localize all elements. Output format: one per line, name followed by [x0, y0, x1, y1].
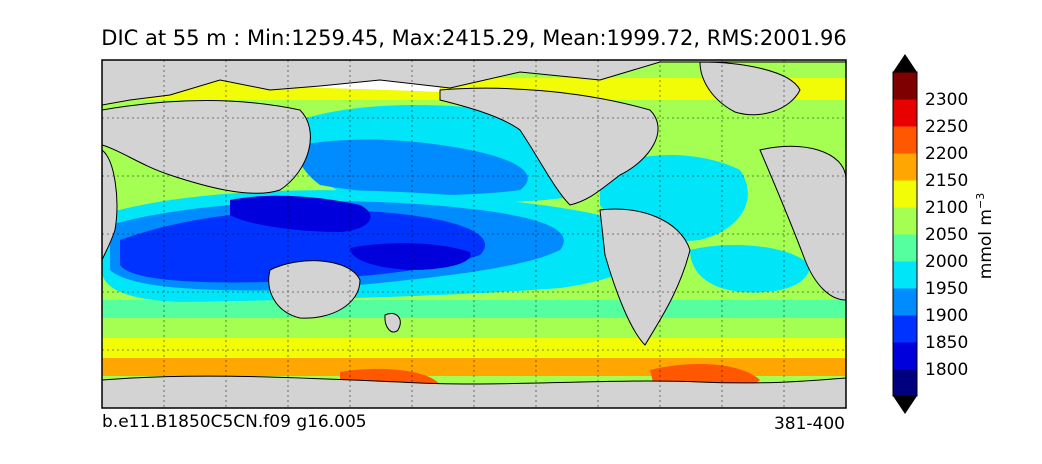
land-greenland — [699, 61, 801, 116]
colorbar-tick-label: 2300 — [925, 90, 968, 110]
plot-title: DIC at 55 m : Min:1259.45, Max:2415.29, … — [101, 26, 847, 50]
colorbar-segment — [893, 315, 917, 343]
colorbar-segment — [893, 207, 917, 235]
colorbar-tick-label: 2150 — [925, 171, 968, 191]
land-nz — [384, 313, 401, 333]
south-atlantic-cyan — [690, 245, 810, 293]
land-africa-west — [102, 149, 118, 261]
colorbar-segment — [893, 99, 917, 127]
case-name-label: b.e11.B1850C5CN.f09 g16.005 — [102, 412, 367, 432]
colorbar-tick-label: 2200 — [925, 144, 968, 164]
colorbar-over-arrow — [893, 54, 917, 72]
colorbar-segment — [893, 180, 917, 208]
land-asia — [102, 100, 311, 194]
colorbar-tick-label: 2000 — [925, 252, 968, 272]
graticule — [102, 60, 846, 408]
colorbar-tick-label: 1900 — [925, 306, 968, 326]
warm-pool — [230, 195, 371, 232]
colorbar-frame — [892, 71, 918, 397]
years-label: 381-400 — [773, 414, 845, 434]
colorbar-segment — [893, 126, 917, 154]
land-australia — [268, 260, 361, 319]
colorbar-tick-label: 2250 — [925, 117, 968, 137]
south-pacific-deep — [350, 243, 471, 270]
colorbar-tick-label: 2050 — [925, 225, 968, 245]
colorbar-segment — [893, 288, 917, 316]
colorbar-units-base: mmol m — [975, 209, 996, 280]
land-south-america — [599, 208, 691, 346]
colorbar-segment — [893, 153, 917, 181]
colorbar-segment — [893, 234, 917, 262]
colorbar-units: mmol m−3 — [974, 193, 996, 279]
land-africa-east — [759, 145, 846, 301]
colorbar-segment — [893, 72, 917, 100]
colorbar-segment — [893, 261, 917, 289]
ocean-band-south-3 — [102, 338, 846, 360]
colorbar-segment — [893, 369, 917, 397]
colorbar-tick-label: 2100 — [925, 198, 968, 218]
colorbar-under-arrow — [893, 396, 917, 414]
colorbar-segment — [893, 342, 917, 370]
colorbar-units-exponent: −3 — [974, 192, 988, 209]
map-frame — [101, 59, 847, 409]
colorbar-tick-label: 1800 — [925, 360, 968, 380]
colorbar-tick-label: 1950 — [925, 279, 968, 299]
ocean-band-south-2 — [102, 318, 846, 338]
colorbar-tick-label: 1850 — [925, 333, 968, 353]
north-pacific-deep — [298, 139, 528, 195]
